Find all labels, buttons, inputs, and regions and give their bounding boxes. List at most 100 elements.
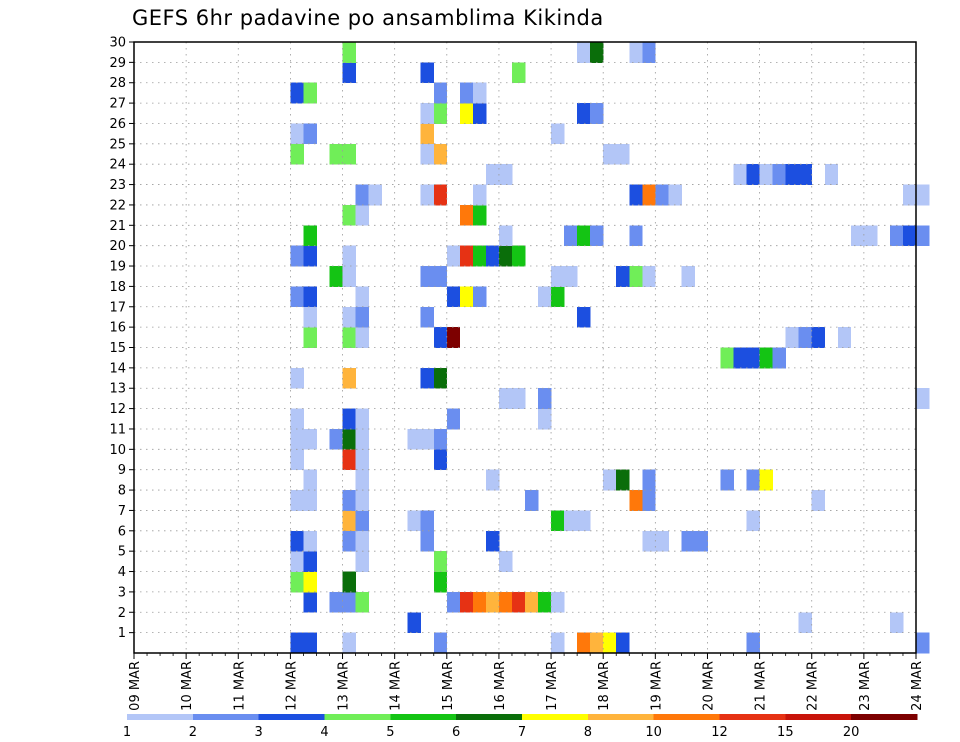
- heatmap-cell: [342, 62, 356, 84]
- heatmap-cell: [433, 551, 448, 572]
- heatmap-cell: [759, 164, 774, 185]
- x-tick-label: 14 MAR: [389, 661, 404, 711]
- heatmap-cell: [772, 164, 787, 185]
- heatmap-cell: [420, 62, 435, 84]
- y-tick-label: 12: [109, 402, 126, 417]
- heatmap-cell: [446, 327, 461, 348]
- heatmap-cell: [472, 82, 487, 104]
- heatmap-cell: [916, 388, 930, 409]
- heatmap-cell: [355, 469, 369, 491]
- colorbar-swatch: [522, 714, 589, 720]
- heatmap-cell: [551, 591, 565, 613]
- x-tick-label: 12 MAR: [284, 661, 299, 711]
- heatmap-cell: [355, 530, 369, 552]
- heatmap-cell: [290, 530, 304, 552]
- x-tick-label: 21 MAR: [754, 661, 769, 711]
- heatmap-cell: [290, 632, 304, 654]
- heatmap-cell: [511, 62, 526, 84]
- x-tick-label: 18 MAR: [597, 661, 612, 711]
- heatmap-cell: [303, 469, 317, 491]
- heatmap-cell: [733, 347, 747, 369]
- heatmap-cell: [420, 530, 435, 552]
- heatmap-cell: [355, 184, 369, 206]
- heatmap-cell: [303, 245, 317, 267]
- heatmap-cell: [746, 347, 760, 369]
- heatmap-cell: [303, 632, 317, 654]
- heatmap-cell: [459, 103, 474, 124]
- colorbar-swatch: [719, 714, 786, 720]
- heatmap-cell: [681, 266, 695, 287]
- heatmap-cell: [342, 632, 356, 654]
- heatmap-cell: [577, 306, 591, 328]
- heatmap-cell: [564, 266, 578, 287]
- heatmap-cell: [551, 266, 565, 287]
- y-tick-label: 28: [109, 76, 126, 91]
- heatmap-cell: [303, 428, 317, 450]
- heatmap-cell: [577, 103, 591, 124]
- heatmap-cell: [511, 388, 526, 409]
- heatmap-cell: [694, 530, 708, 552]
- heatmap-cell: [342, 591, 356, 613]
- heatmap-cell: [303, 286, 317, 308]
- heatmap-cell: [511, 245, 526, 267]
- heatmap-cell: [577, 225, 591, 247]
- heatmap-cell: [590, 632, 604, 654]
- heatmap-cell: [785, 327, 800, 348]
- x-tick-label: 19 MAR: [649, 661, 664, 711]
- heatmap-cell: [290, 367, 304, 389]
- heatmap-cell: [472, 204, 487, 226]
- heatmap-cell: [342, 367, 356, 389]
- heatmap-cell: [681, 530, 695, 552]
- y-tick-label: 25: [109, 137, 126, 152]
- heatmap-cell: [342, 408, 356, 430]
- heatmap-cell: [759, 347, 774, 369]
- heatmap-cell: [472, 591, 487, 613]
- heatmap-cell: [459, 286, 474, 308]
- y-tick-label: 5: [118, 545, 126, 560]
- x-tick-label: 10 MAR: [180, 661, 195, 711]
- x-tick-label: 13 MAR: [337, 661, 352, 711]
- heatmap-cell: [329, 428, 343, 450]
- heatmap-cell: [303, 490, 317, 511]
- heatmap-cell: [433, 327, 448, 348]
- heatmap-cell: [655, 184, 669, 206]
- colorbar-swatch: [851, 714, 918, 720]
- y-tick-label: 11: [109, 422, 126, 437]
- heatmap-cell: [342, 204, 356, 226]
- heatmap-cell: [889, 612, 904, 634]
- heatmap-cell: [368, 184, 383, 206]
- heatmap-cell: [342, 571, 356, 593]
- heatmap-cell: [433, 184, 448, 206]
- y-tick-label: 20: [109, 239, 126, 254]
- heatmap-cell: [590, 103, 604, 124]
- colorbar-swatch: [653, 714, 720, 720]
- heatmap-cell: [551, 632, 565, 654]
- colorbar-swatch: [324, 714, 391, 720]
- heatmap-cell: [642, 530, 656, 552]
- colorbar-swatch: [456, 714, 523, 720]
- heatmap-cell: [290, 143, 304, 165]
- heatmap-cell: [798, 612, 813, 634]
- heatmap-cell: [629, 225, 643, 247]
- heatmap-cell: [916, 632, 930, 654]
- heatmap-cell: [355, 510, 369, 532]
- heatmap-cell: [485, 469, 500, 491]
- heatmap-cell: [837, 327, 852, 348]
- y-tick-label: 10: [109, 443, 126, 458]
- colorbar-label: 1: [123, 725, 131, 740]
- heatmap-cell: [472, 245, 487, 267]
- y-tick-label: 24: [109, 158, 126, 173]
- colorbar-label: 2: [189, 725, 197, 740]
- heatmap-cell: [551, 510, 565, 532]
- colorbar-swatch: [390, 714, 457, 720]
- heatmap-cell: [407, 510, 422, 532]
- heatmap-cell: [616, 632, 630, 654]
- heatmap-cell: [355, 449, 369, 471]
- heatmap-cell: [459, 591, 474, 613]
- heatmap-cell: [342, 490, 356, 511]
- heatmap-cell: [590, 42, 604, 63]
- heatmap-cell: [720, 469, 734, 491]
- heatmap-cell: [916, 184, 930, 206]
- colorbar: 1 2 3 4 5 6 7 8 10 12 15 20: [123, 714, 918, 740]
